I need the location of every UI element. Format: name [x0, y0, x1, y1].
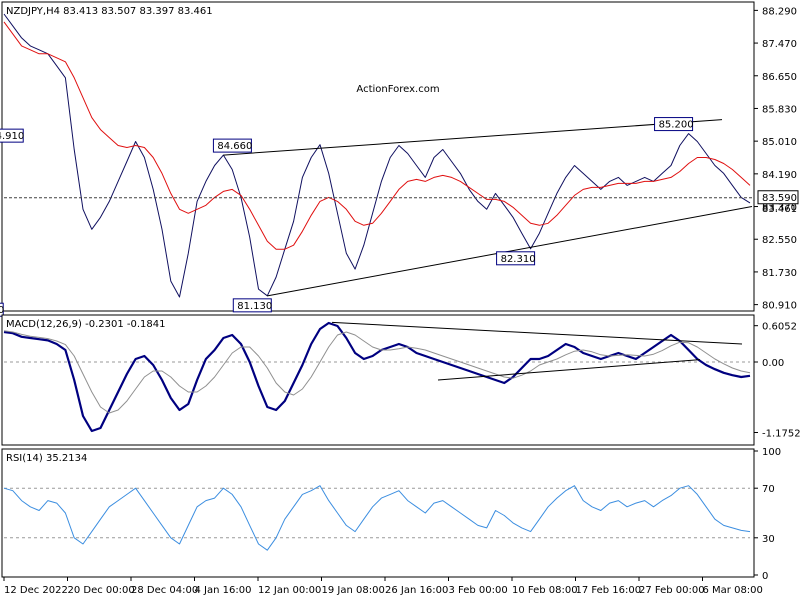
y-tick-label: 85.010: [762, 137, 797, 148]
price-header: NZDJPY,H4 83.413 83.507 83.397 83.461: [6, 6, 213, 17]
rsi-series: [3, 485, 751, 551]
price-annotation-label: 82.310: [501, 254, 536, 265]
price-series-2-line: [3, 21, 751, 250]
price-annotation-box: [212, 138, 252, 153]
macd-series: [3, 321, 751, 433]
x-tick-label: 27 Feb 00:00: [639, 585, 705, 596]
y-tick-label: 0.00: [762, 358, 784, 369]
price-y-axis: 88.290 87.470 86.650 85.830 85.010 84.190 83.3…: [754, 6, 797, 312]
upper-trendline: [223, 119, 723, 156]
macd-lower-trendline: [437, 359, 701, 381]
x-tick-label: 6 Mar 08:00: [703, 585, 763, 596]
x-tick-label: 12 Jan 00:00: [258, 585, 321, 596]
y-tick-label: 82.550: [762, 235, 797, 246]
y-tick-label: 86.650: [762, 72, 797, 83]
rsi-series-1-line: [3, 485, 751, 551]
y-tick-label: 70: [762, 484, 775, 495]
rsi-y-axis: 100 70 30 0: [754, 447, 781, 582]
y-tick-label: 87.470: [762, 39, 797, 50]
y-tick-label: 85.830: [762, 104, 797, 115]
y-tick-label: 81.730: [762, 268, 797, 279]
price-panel: ActionForex.com NZDJPY,H4 83.413 83.507 …: [0, 1, 799, 317]
price-annotation-box: [232, 298, 272, 313]
x-tick-label: 4 Jan 16:00: [195, 585, 252, 596]
lower-trendline: [267, 206, 753, 297]
rsi-panel-frame: [1, 448, 755, 578]
macd-panel-frame: [1, 314, 755, 446]
watermark: ActionForex.com: [356, 84, 439, 95]
macd-panel: MACD(12,26,9) -0.2301 -0.1841 0.6052 0.00…: [1, 314, 800, 446]
current-price-box: [757, 190, 799, 205]
price-annotation-box: [0, 128, 24, 143]
x-tick-label: 26 Jan 16:00: [385, 585, 448, 596]
x-tick-label: 17 Feb 16:00: [576, 585, 642, 596]
price-annotation-box: [654, 117, 694, 132]
y-tick-label: 80.910: [762, 301, 797, 312]
price-annotation-label: 85.200: [659, 120, 694, 131]
x-tick-label: 20 Dec 00:00: [68, 585, 135, 596]
price-annotation-box: [0, 302, 4, 317]
price-annotation-label: 81.020: [0, 305, 4, 316]
price-annotation-box: [496, 251, 536, 266]
x-tick-label: 10 Feb 08:00: [512, 585, 578, 596]
current-price-label: 83.590: [762, 193, 797, 204]
last-close-label: 83.461: [762, 204, 797, 215]
macd-y-axis: 0.6052 0.00 -1.1752: [754, 322, 800, 440]
y-tick-label: 84.190: [762, 170, 797, 181]
rsi-panel: RSI(14) 35.2134 100 70 30 0: [1, 447, 781, 582]
x-tick-label: 19 Jan 08:00: [322, 585, 385, 596]
macd-series-2-line: [3, 330, 751, 414]
y-tick-label: 0: [762, 571, 768, 582]
price-annotation-label: 81.130: [237, 301, 272, 312]
price-annotation-label: 84.660: [217, 141, 252, 152]
macd-header: MACD(12,26,9) -0.2301 -0.1841: [6, 319, 166, 330]
price-panel-frame: [1, 1, 755, 312]
x-tick-label: 28 Dec 04:00: [131, 585, 198, 596]
y-tick-label: 0.6052: [762, 322, 797, 333]
x-tick-label: 3 Feb 00:00: [449, 585, 508, 596]
y-tick-label: 30: [762, 534, 775, 545]
price-annotation-label: 84.910: [0, 131, 24, 142]
y-tick-label: 83.370: [762, 203, 797, 214]
x-tick-label: 12 Dec 2022: [4, 585, 68, 596]
macd-series-1-line: [3, 321, 751, 433]
rsi-header: RSI(14) 35.2134: [6, 453, 87, 464]
y-tick-label: 88.290: [762, 6, 797, 17]
macd-upper-trendline: [331, 321, 743, 345]
y-tick-label: 100: [762, 447, 781, 458]
y-tick-label: -1.1752: [762, 429, 800, 440]
